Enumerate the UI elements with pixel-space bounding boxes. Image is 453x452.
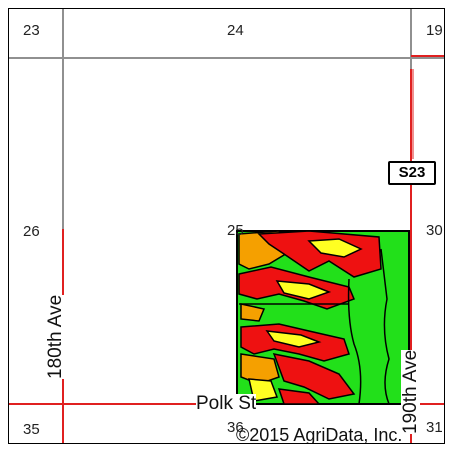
road-label-polk-st: Polk St [196, 393, 257, 414]
soil-zone-red-4 [272, 353, 356, 400]
map-canvas[interactable] [9, 9, 445, 444]
section-label-25: 25 [227, 222, 244, 239]
field-soil-map[interactable] [236, 230, 410, 405]
road-label-190th-ave: 190th Ave [400, 349, 421, 434]
soil-zone-yellow-3 [265, 330, 322, 348]
highway-shield-s23: S23 [388, 161, 436, 185]
road-label-180th-ave: 180th Ave [45, 294, 66, 379]
soil-zone-orange-2 [240, 303, 266, 322]
soil-zone-yellow-1 [307, 238, 363, 258]
copyright-credit: ©2015 AgriData, Inc. [236, 425, 403, 444]
section-label-36: 36 [227, 419, 244, 436]
soil-zone-red-1 [257, 230, 382, 278]
section-label-30: 30 [426, 222, 443, 239]
section-label-19: 19 [426, 22, 443, 39]
section-label-26: 26 [23, 223, 40, 240]
soil-boundary-line-2 [380, 248, 390, 405]
section-label-35: 35 [23, 421, 40, 438]
soil-boundary-line [347, 278, 362, 405]
section-label-24: 24 [227, 22, 244, 39]
section-label-31: 31 [426, 419, 443, 436]
soil-zone-red-5 [277, 388, 321, 405]
map-frame[interactable]: 23 24 19 26 25 30 35 36 31 180th Ave 190… [8, 8, 445, 444]
section-label-23: 23 [23, 22, 40, 39]
soil-zone-yellow-2 [275, 280, 332, 300]
